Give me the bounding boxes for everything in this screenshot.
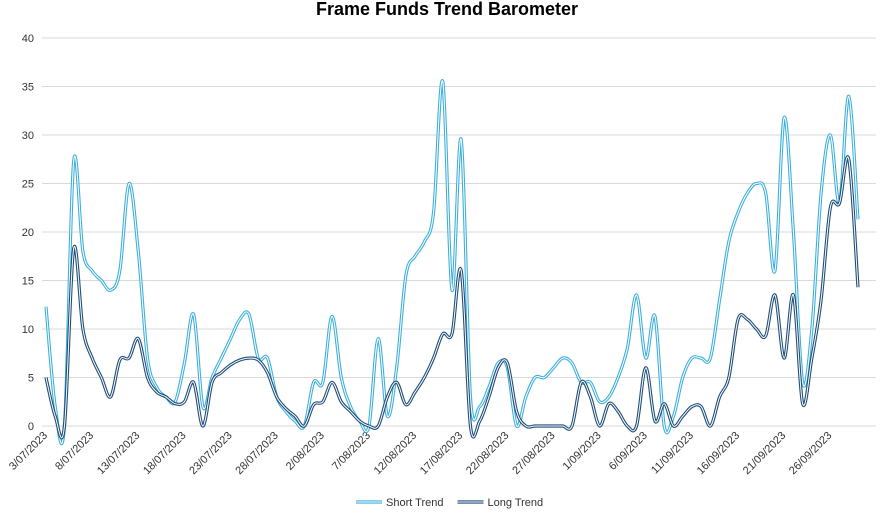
x-tick-label: 7/08/2023 [330,430,373,473]
y-tick-label: 20 [22,227,34,239]
legend-label: Short Trend [386,497,443,509]
y-tick-label: 0 [28,421,34,433]
y-tick-label: 25 [22,179,34,191]
x-tick-label: 26/09/2023 [787,430,834,477]
x-tick-label: 16/09/2023 [695,430,742,477]
x-tick-label: 27/08/2023 [510,430,557,477]
y-tick-label: 40 [22,33,34,45]
y-tick-label: 30 [22,130,34,142]
x-tick-label: 23/07/2023 [187,430,234,477]
x-tick-label: 1/09/2023 [561,430,604,473]
x-tick-label: 3/07/2023 [7,430,50,473]
series-line [44,155,860,440]
legend-label: Long Trend [487,497,543,509]
x-tick-label: 11/09/2023 [649,430,696,477]
series-line-inner [45,156,859,439]
x-tick-label: 17/08/2023 [418,430,465,477]
x-tick-label: 18/07/2023 [141,430,188,477]
x-tick-label: 28/07/2023 [233,430,280,477]
x-tick-label: 12/08/2023 [372,430,419,477]
chart-title: Frame Funds Trend Barometer [316,0,578,19]
x-tick-label: 6/09/2023 [607,430,650,473]
x-tick-label: 21/09/2023 [741,430,788,477]
y-tick-label: 35 [22,82,34,94]
x-tick-label: 13/07/2023 [95,430,142,477]
x-tick-label: 2/08/2023 [284,430,327,473]
y-tick-label: 10 [22,324,34,336]
y-tick-label: 5 [28,373,34,385]
y-tick-label: 15 [22,276,34,288]
